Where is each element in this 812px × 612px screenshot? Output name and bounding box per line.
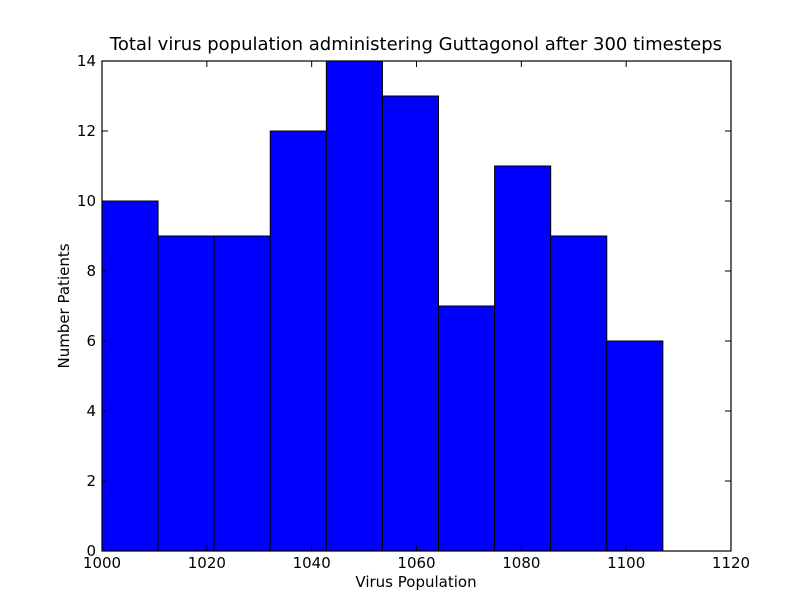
- y-axis-ticks: 0 2 4 6 8 10 12 14: [77, 52, 731, 560]
- y-tick-label-10: 10: [77, 192, 96, 210]
- y-axis-label: Number Patients: [55, 243, 73, 368]
- histogram-bar-8: [494, 165, 552, 552]
- y-tick-label-12: 12: [77, 122, 96, 140]
- y-tick-label-14: 14: [77, 52, 96, 70]
- y-tick-label-8: 8: [86, 262, 96, 280]
- x-tick-label-1040: 1040: [293, 554, 331, 572]
- histogram-bar-2: [157, 235, 215, 552]
- histogram-bar-10: [606, 340, 664, 552]
- x-tick-label-1100: 1100: [607, 554, 645, 572]
- y-tick-label-0: 0: [86, 542, 96, 560]
- histogram-bar-6: [381, 95, 440, 552]
- histogram-bar-4: [269, 130, 327, 552]
- histogram-bar-9: [550, 235, 608, 552]
- x-tick-label-1020: 1020: [188, 554, 226, 572]
- y-tick-label-6: 6: [86, 332, 96, 350]
- histogram-bar-1: [101, 200, 159, 552]
- y-tick-label-4: 4: [86, 402, 96, 420]
- histogram-bar-7: [438, 305, 496, 552]
- histogram-bar-3: [213, 235, 271, 552]
- bars-group: [101, 60, 664, 552]
- x-tick-label-1120: 1120: [712, 554, 750, 572]
- x-tick-label-1080: 1080: [502, 554, 540, 572]
- x-tick-label-1060: 1060: [397, 554, 435, 572]
- chart-title: Total virus population administering Gut…: [109, 34, 722, 55]
- x-tick-label-1000: 1000: [83, 554, 121, 572]
- histogram-bar-5: [325, 60, 383, 552]
- x-axis-label: Virus Population: [355, 573, 476, 591]
- y-tick-label-2: 2: [86, 472, 96, 490]
- plot-frame: [101, 60, 732, 552]
